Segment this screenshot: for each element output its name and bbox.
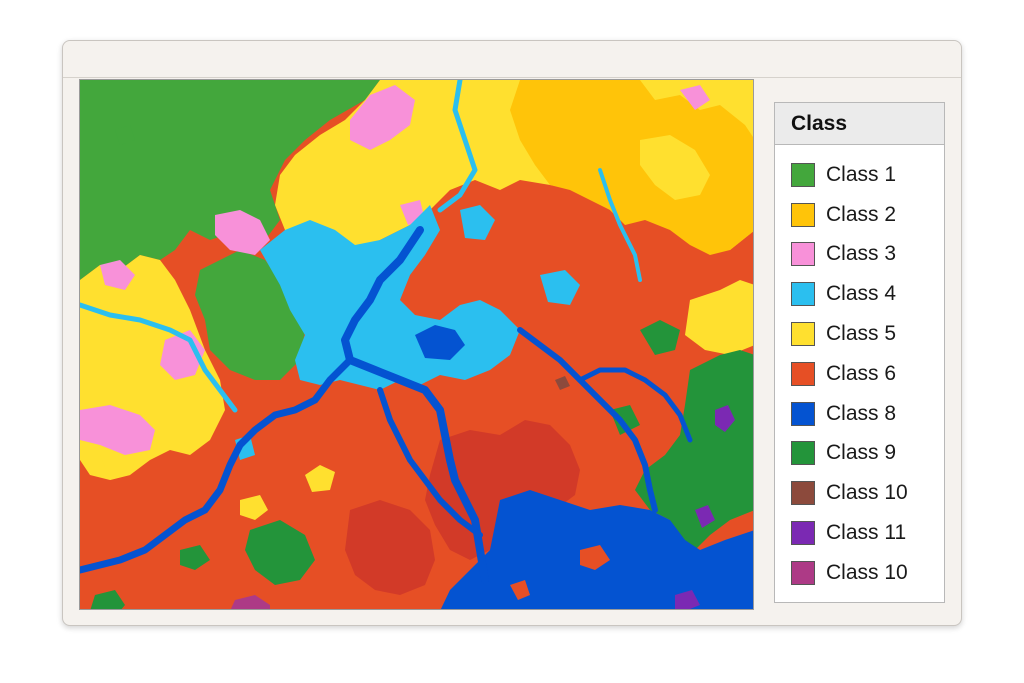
legend-label: Class 5 (826, 322, 897, 346)
map-region (90, 590, 125, 609)
map-region (680, 85, 710, 110)
legend-swatch (791, 322, 815, 347)
map-region (245, 520, 315, 585)
map-canvas (80, 80, 753, 609)
map-region (640, 320, 680, 355)
map-region (598, 168, 642, 282)
legend-item: Class 5 (775, 314, 944, 354)
map-region (580, 545, 610, 570)
map-region (180, 545, 210, 570)
map-region (635, 350, 753, 550)
legend-item: Class 6 (775, 354, 944, 394)
map-region (540, 270, 580, 305)
legend-item: Class 10 (775, 473, 944, 513)
legend-title: Class (775, 103, 944, 145)
map-region (685, 280, 753, 355)
legend-label: Class 6 (826, 361, 897, 385)
map-region (100, 450, 135, 480)
map-region (80, 356, 354, 574)
map-region (577, 367, 693, 443)
legend-item: Class 9 (775, 434, 944, 474)
legend-item: Class 2 (775, 195, 944, 235)
legend-item: Class 11 (775, 513, 944, 553)
map-region (115, 125, 135, 145)
map-region (80, 405, 155, 455)
legend-swatch (791, 361, 815, 386)
legend-item: Class 10 (775, 553, 944, 593)
legend-label: Class 11 (826, 521, 907, 545)
legend-swatch (791, 242, 815, 267)
window-titlebar[interactable] (63, 41, 961, 78)
legend-swatch (791, 441, 815, 466)
map-region (675, 590, 700, 609)
legend-swatch (791, 162, 815, 187)
map-region (415, 325, 465, 360)
legend-swatch (791, 560, 815, 585)
map-region (80, 80, 380, 280)
legend-label: Class 1 (826, 162, 897, 186)
map-region (610, 405, 640, 435)
map-region (305, 465, 335, 492)
legend-swatch (791, 521, 815, 546)
map-region (341, 226, 489, 584)
legend-swatch (791, 481, 815, 506)
legend-list: Class 1 Class 2 Class 3 Class 4 Class 5 … (775, 145, 944, 593)
map-region (517, 327, 658, 513)
map-region (230, 595, 270, 609)
map-region (510, 80, 753, 255)
map-region (215, 210, 270, 255)
legend-label: Class 2 (826, 202, 897, 226)
map-region (195, 250, 305, 380)
map-region (640, 135, 710, 200)
map-region (460, 205, 495, 240)
map-region (100, 260, 135, 290)
map-legend: Class Class 1 Class 2 Class 3 Class 4 Cl… (774, 102, 945, 603)
legend-item: Class 8 (775, 394, 944, 434)
classification-map[interactable] (79, 79, 754, 610)
map-region (80, 302, 238, 413)
map-region (555, 376, 570, 390)
map-region (510, 580, 530, 600)
map-region (377, 387, 483, 538)
legend-item: Class 1 (775, 155, 944, 195)
legend-item: Class 3 (775, 235, 944, 275)
legend-label: Class 8 (826, 401, 897, 425)
map-region (345, 500, 435, 595)
map-region (715, 405, 735, 432)
legend-swatch (791, 401, 815, 426)
map-region (350, 85, 415, 150)
legend-label: Class 10 (826, 560, 908, 584)
legend-label: Class 9 (826, 441, 897, 465)
map-region (240, 495, 268, 520)
legend-label: Class 10 (826, 481, 908, 505)
legend-item: Class 4 (775, 274, 944, 314)
legend-label: Class 3 (826, 242, 897, 266)
legend-swatch (791, 282, 815, 307)
legend-swatch (791, 202, 815, 227)
map-region (437, 80, 478, 213)
legend-label: Class 4 (826, 282, 897, 306)
map-region (695, 505, 715, 528)
